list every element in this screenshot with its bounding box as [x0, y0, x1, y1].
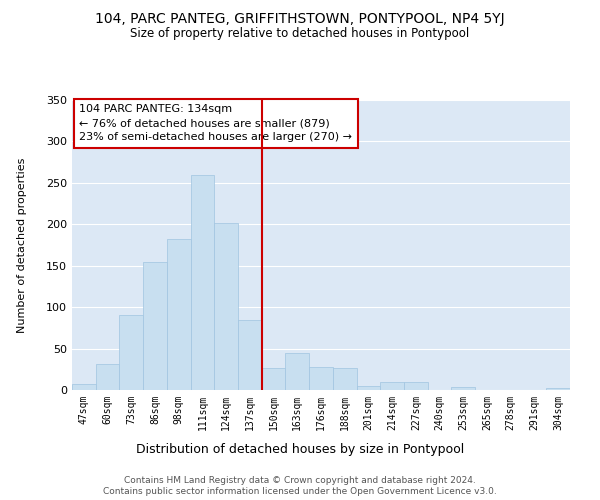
Bar [380, 382, 404, 390]
Bar [191, 174, 214, 390]
Bar [72, 384, 96, 390]
Bar [167, 239, 191, 390]
Bar [286, 352, 309, 390]
Bar [404, 382, 428, 390]
Bar [96, 364, 119, 390]
Bar [238, 320, 262, 390]
Text: 104, PARC PANTEG, GRIFFITHSTOWN, PONTYPOOL, NP4 5YJ: 104, PARC PANTEG, GRIFFITHSTOWN, PONTYPO… [95, 12, 505, 26]
Text: Distribution of detached houses by size in Pontypool: Distribution of detached houses by size … [136, 442, 464, 456]
Bar [546, 388, 570, 390]
Bar [143, 262, 167, 390]
Bar [262, 368, 286, 390]
Bar [214, 222, 238, 390]
Bar [356, 386, 380, 390]
Bar [333, 368, 356, 390]
Text: Contains public sector information licensed under the Open Government Licence v3: Contains public sector information licen… [103, 487, 497, 496]
Text: Size of property relative to detached houses in Pontypool: Size of property relative to detached ho… [130, 28, 470, 40]
Bar [119, 314, 143, 390]
Bar [309, 367, 333, 390]
Bar [451, 386, 475, 390]
Text: 104 PARC PANTEG: 134sqm
← 76% of detached houses are smaller (879)
23% of semi-d: 104 PARC PANTEG: 134sqm ← 76% of detache… [79, 104, 352, 142]
Text: Contains HM Land Registry data © Crown copyright and database right 2024.: Contains HM Land Registry data © Crown c… [124, 476, 476, 485]
Y-axis label: Number of detached properties: Number of detached properties [17, 158, 27, 332]
